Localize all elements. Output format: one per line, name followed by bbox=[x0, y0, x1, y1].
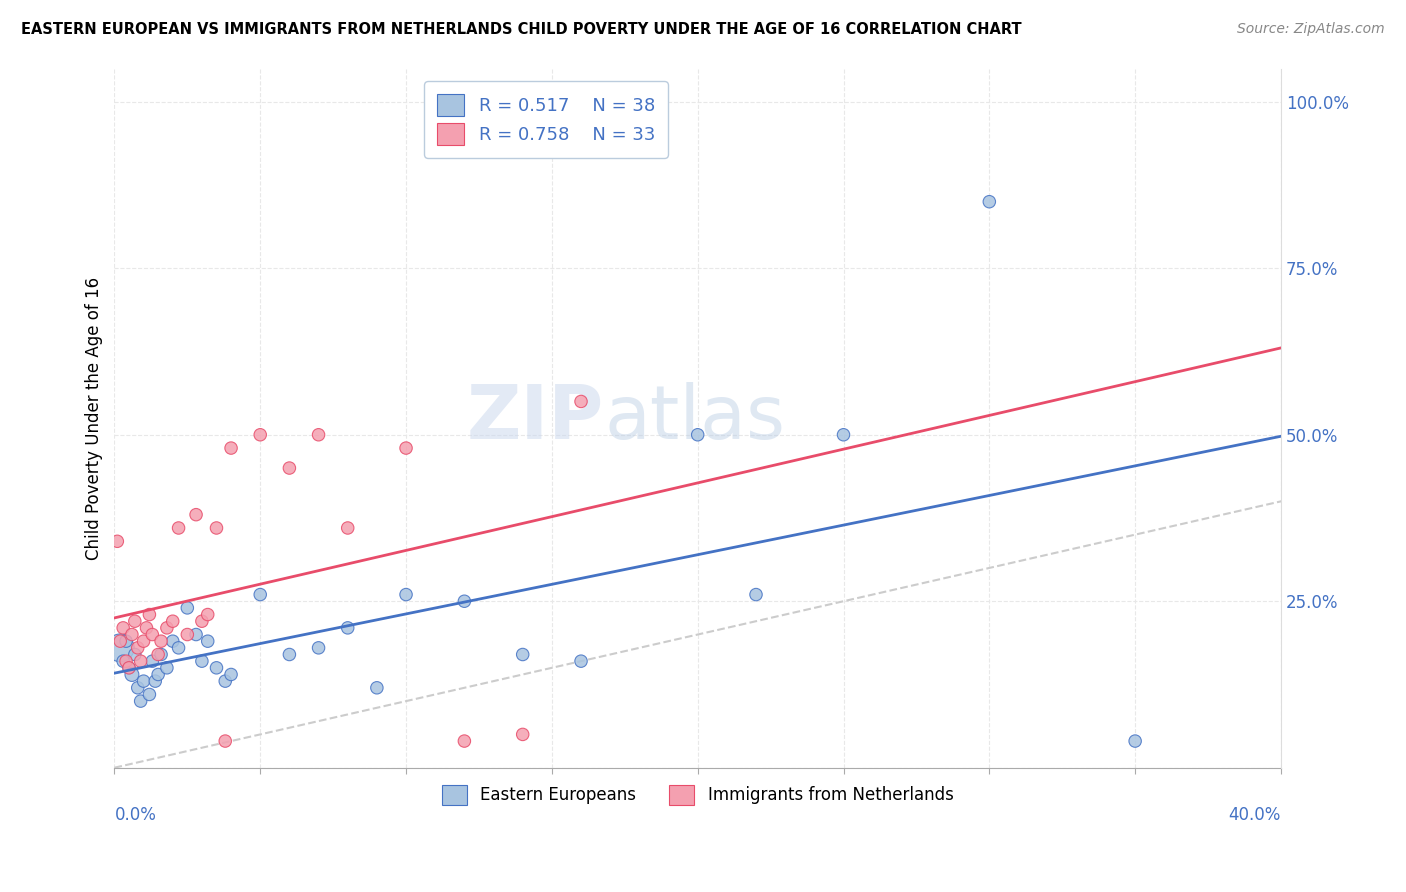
Point bbox=[112, 621, 135, 635]
Point bbox=[167, 640, 190, 655]
Point bbox=[141, 654, 163, 668]
Point bbox=[138, 688, 160, 702]
Point bbox=[745, 588, 768, 602]
Text: 40.0%: 40.0% bbox=[1229, 806, 1281, 824]
Point bbox=[395, 588, 418, 602]
Text: Source: ZipAtlas.com: Source: ZipAtlas.com bbox=[1237, 22, 1385, 37]
Point bbox=[308, 640, 330, 655]
Point bbox=[219, 441, 242, 455]
Point bbox=[146, 667, 169, 681]
Point bbox=[214, 674, 236, 689]
Point bbox=[336, 521, 359, 535]
Point bbox=[686, 427, 709, 442]
Point bbox=[1123, 734, 1146, 748]
Text: ZIP: ZIP bbox=[467, 382, 605, 455]
Point bbox=[162, 634, 184, 648]
Point bbox=[115, 654, 138, 668]
Point bbox=[143, 674, 166, 689]
Point bbox=[197, 634, 219, 648]
Point bbox=[176, 627, 198, 641]
Point bbox=[115, 634, 138, 648]
Point bbox=[118, 661, 141, 675]
Point bbox=[162, 614, 184, 628]
Point bbox=[219, 667, 242, 681]
Point bbox=[110, 640, 132, 655]
Text: EASTERN EUROPEAN VS IMMIGRANTS FROM NETHERLANDS CHILD POVERTY UNDER THE AGE OF 1: EASTERN EUROPEAN VS IMMIGRANTS FROM NETH… bbox=[21, 22, 1022, 37]
Point bbox=[132, 634, 155, 648]
Point bbox=[150, 648, 173, 662]
Text: 0.0%: 0.0% bbox=[114, 806, 156, 824]
Point bbox=[121, 627, 143, 641]
Point bbox=[278, 461, 301, 475]
Point bbox=[176, 600, 198, 615]
Point bbox=[191, 654, 214, 668]
Point bbox=[132, 674, 155, 689]
Point bbox=[569, 654, 592, 668]
Point bbox=[191, 614, 214, 628]
Point bbox=[308, 427, 330, 442]
Point bbox=[366, 681, 388, 695]
Point bbox=[129, 654, 152, 668]
Point bbox=[205, 521, 228, 535]
Point bbox=[121, 667, 143, 681]
Point bbox=[110, 634, 132, 648]
Point bbox=[453, 594, 475, 608]
Point bbox=[127, 640, 149, 655]
Point bbox=[105, 534, 128, 549]
Point bbox=[124, 648, 146, 662]
Point bbox=[127, 681, 149, 695]
Point bbox=[395, 441, 418, 455]
Point bbox=[184, 627, 207, 641]
Point bbox=[135, 621, 157, 635]
Y-axis label: Child Poverty Under the Age of 16: Child Poverty Under the Age of 16 bbox=[86, 277, 103, 559]
Point bbox=[249, 588, 271, 602]
Text: atlas: atlas bbox=[605, 382, 786, 455]
Point bbox=[184, 508, 207, 522]
Point bbox=[156, 661, 179, 675]
Point bbox=[336, 621, 359, 635]
Point bbox=[197, 607, 219, 622]
Point bbox=[167, 521, 190, 535]
Legend: Eastern Europeans, Immigrants from Netherlands: Eastern Europeans, Immigrants from Nethe… bbox=[434, 778, 960, 812]
Point bbox=[832, 427, 855, 442]
Point bbox=[214, 734, 236, 748]
Point bbox=[156, 621, 179, 635]
Point bbox=[124, 614, 146, 628]
Point bbox=[146, 648, 169, 662]
Point bbox=[205, 661, 228, 675]
Point bbox=[278, 648, 301, 662]
Point bbox=[129, 694, 152, 708]
Point bbox=[512, 727, 534, 741]
Point bbox=[138, 607, 160, 622]
Point bbox=[569, 394, 592, 409]
Point bbox=[150, 634, 173, 648]
Point bbox=[141, 627, 163, 641]
Point bbox=[512, 648, 534, 662]
Point bbox=[112, 654, 135, 668]
Point bbox=[453, 734, 475, 748]
Point bbox=[118, 661, 141, 675]
Point bbox=[249, 427, 271, 442]
Point bbox=[979, 194, 1001, 209]
